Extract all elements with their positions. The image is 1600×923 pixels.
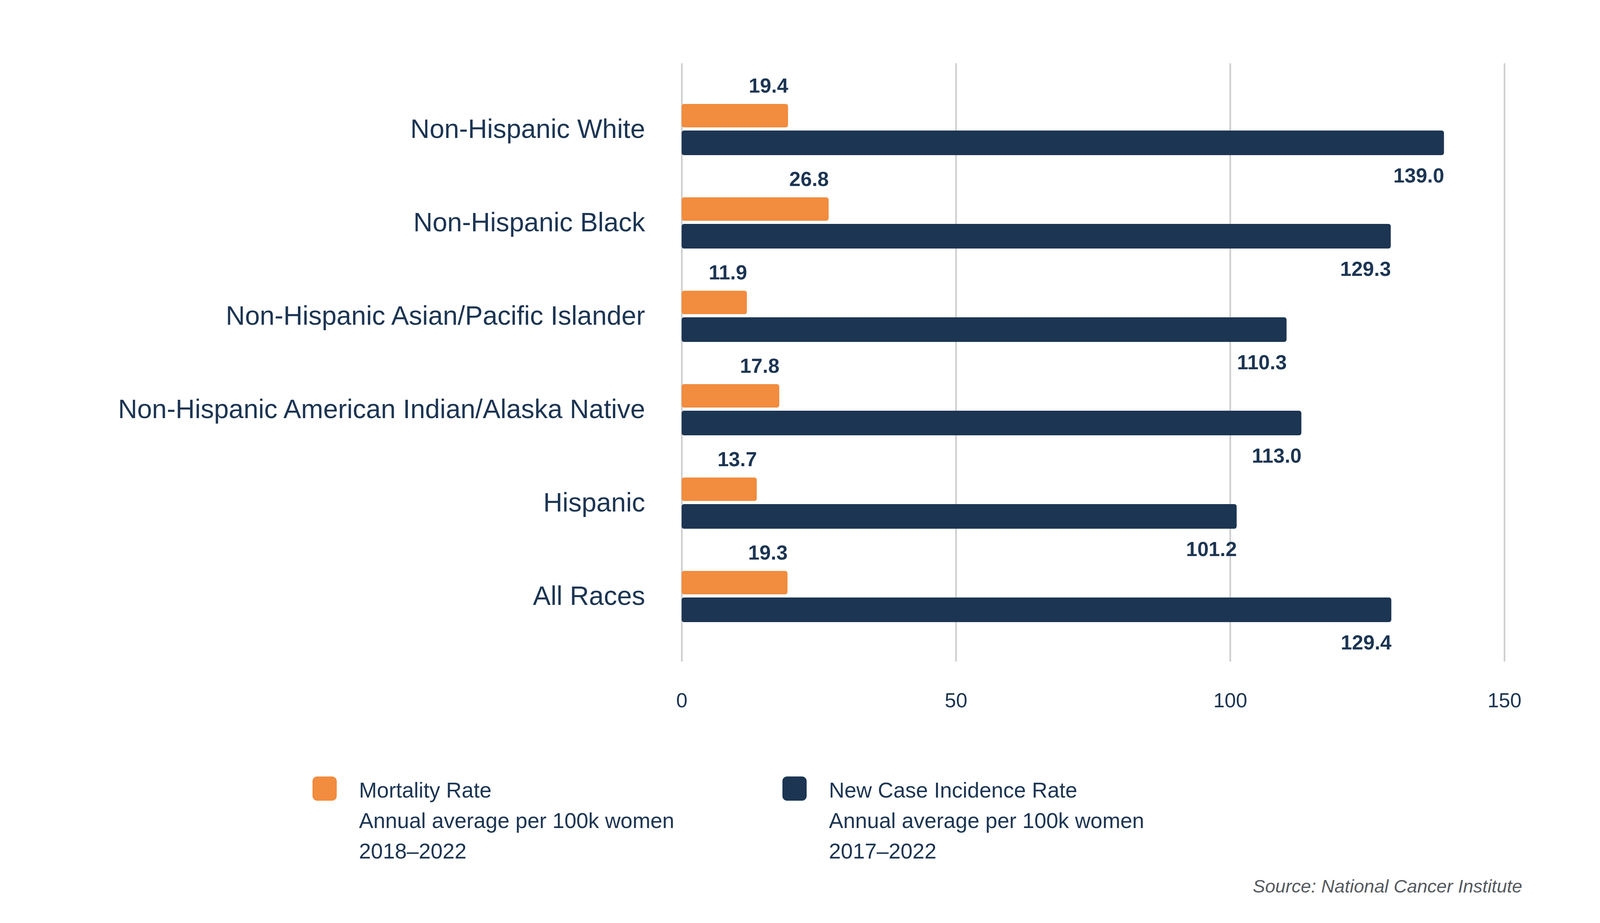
svg-text:Non-Hispanic Asian/Pacific Isl: Non-Hispanic Asian/Pacific Islander	[225, 300, 645, 331]
svg-text:Non-Hispanic American Indian/A: Non-Hispanic American Indian/Alaska Nati…	[117, 393, 645, 424]
svg-text:Hispanic: Hispanic	[543, 487, 646, 517]
svg-text:0: 0	[676, 688, 688, 712]
svg-text:113.0: 113.0	[1251, 444, 1302, 467]
html-text:Mortality Rate Annual average: Mortality Rate Annual average per 100k w…	[358, 777, 675, 863]
svg-text:Non-Hispanic Black: Non-Hispanic Black	[413, 207, 646, 237]
svg-text:All Races: All Races	[532, 580, 645, 611]
html-text:New Case Incidence Rate Annual: New Case Incidence Rate Annual average p…	[828, 777, 1145, 863]
svg-text:19.3: 19.3	[748, 541, 788, 564]
svg-text:110.3: 110.3	[1237, 350, 1287, 374]
svg-text:17.8: 17.8	[739, 354, 780, 377]
svg-text:26.8: 26.8	[789, 167, 829, 191]
svg-text:50: 50	[944, 688, 968, 712]
svg-text:Non-Hispanic White: Non-Hispanic White	[410, 113, 646, 144]
svg-text:129.3: 129.3	[1340, 257, 1392, 281]
svg-text:11.9: 11.9	[708, 260, 747, 284]
html-text:Source: National Cancer Instit: Source: National Cancer Institute	[1252, 875, 1523, 897]
svg-text:150: 150	[1487, 688, 1522, 712]
svg-text:19.4: 19.4	[748, 74, 789, 97]
svg-text:13.7: 13.7	[717, 447, 758, 471]
svg-text:101.2: 101.2	[1185, 537, 1237, 561]
svg-text:139.0: 139.0	[1393, 164, 1445, 187]
svg-text:129.4: 129.4	[1340, 630, 1392, 654]
svg-text:100: 100	[1213, 688, 1248, 712]
